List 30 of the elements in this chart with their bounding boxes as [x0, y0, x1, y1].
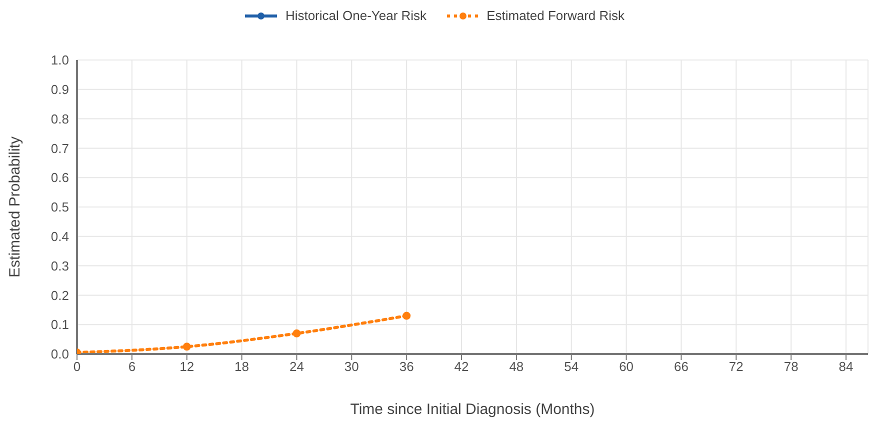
y-tick-label: 0.9 [50, 82, 69, 98]
x-tick-label: 66 [674, 359, 688, 374]
x-tick-label: 48 [509, 359, 524, 374]
x-tick-label: 60 [619, 359, 634, 374]
x-tick-label: 12 [180, 359, 194, 374]
y-tick-label: 0.4 [50, 229, 69, 244]
x-tick-label: 54 [564, 359, 579, 374]
x-tick-label: 78 [784, 359, 798, 374]
x-tick-label: 42 [454, 359, 469, 374]
y-tick-label: 0.7 [50, 140, 69, 156]
y-tick-label: 0.3 [50, 258, 69, 274]
x-tick-label: 84 [838, 359, 854, 374]
x-tick-label: 18 [234, 359, 250, 374]
y-axis-title: Estimated Probability [6, 136, 24, 278]
x-tick-label: 36 [399, 359, 414, 374]
y-tick-label: 0.2 [50, 288, 69, 303]
legend-label: Estimated Forward Risk [486, 8, 625, 23]
x-tick-label: 24 [289, 359, 304, 374]
x-tick-label: 0 [73, 359, 81, 374]
x-tick-label: 30 [344, 359, 359, 374]
y-tick-label: 0.1 [50, 317, 69, 332]
x-tick-label: 72 [728, 359, 744, 374]
x-axis-title: Time since Initial Diagnosis (Months) [350, 401, 595, 418]
y-tick-label: 0.5 [50, 200, 69, 215]
y-tick-label: 1.0 [50, 52, 69, 68]
y-tick-label: 0.6 [50, 170, 69, 186]
y-tick-label: 0.8 [50, 111, 69, 126]
x-tick-label: 6 [128, 359, 136, 374]
y-tick-label: 0.0 [50, 346, 69, 362]
legend-label: Historical One-Year Risk [285, 8, 427, 23]
